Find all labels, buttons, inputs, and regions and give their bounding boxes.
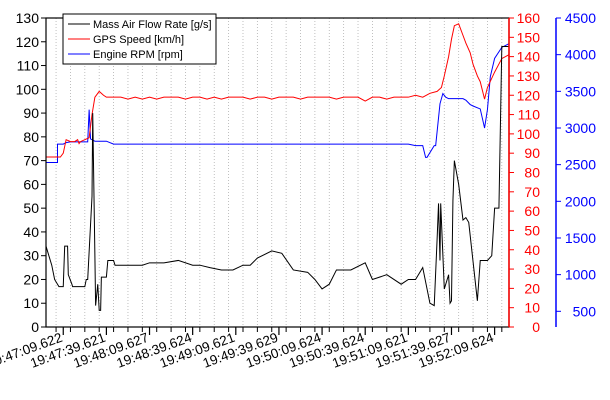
left-tick-label: 80 xyxy=(23,129,39,145)
speed-tick-label: 110 xyxy=(518,107,541,123)
rpm-tick-label: 2000 xyxy=(565,193,596,209)
left-tick-label: 120 xyxy=(16,34,40,50)
left-tick-label: 110 xyxy=(17,58,40,74)
vertical-gridlines xyxy=(55,18,503,327)
speed-tick-label: 90 xyxy=(524,145,540,161)
speed-tick-label: 70 xyxy=(524,184,540,200)
speed-tick-label: 20 xyxy=(524,280,540,296)
left-tick-label: 70 xyxy=(23,153,39,169)
legend-label-maf: Mass Air Flow Rate [g/s] xyxy=(93,19,212,31)
left-tick-label: 30 xyxy=(23,248,39,264)
left-tick-label: 130 xyxy=(16,10,40,26)
series-line-maf xyxy=(46,46,509,311)
speed-tick-label: 120 xyxy=(517,87,541,103)
rpm-tick-label: 4500 xyxy=(565,10,596,26)
speed-tick-label: 0 xyxy=(532,319,540,335)
left-tick-label: 90 xyxy=(23,105,39,121)
speed-tick-label: 150 xyxy=(517,29,541,45)
left-tick-label: 0 xyxy=(31,319,39,335)
rpm-tick-label: 2500 xyxy=(565,157,596,173)
left-axis: 0 10 20 30 40 50 60 70 80 90 100 110 120 130 xyxy=(16,10,46,335)
speed-tick-label: 40 xyxy=(524,242,540,258)
rpm-tick-label: 3000 xyxy=(565,120,596,136)
left-tick-label: 60 xyxy=(23,176,39,192)
speed-tick-label: 10 xyxy=(524,300,540,316)
left-tick-label: 100 xyxy=(16,81,40,97)
speed-tick-label: 30 xyxy=(524,261,540,277)
speed-tick-label: 100 xyxy=(517,126,541,142)
series-line-rpm xyxy=(46,43,509,163)
rpm-tick-label: 3500 xyxy=(565,83,596,99)
x-axis: 19:47:09.62219:47:39.62119:48:09.62719:4… xyxy=(0,327,503,371)
rpm-tick-label: 1000 xyxy=(565,267,596,283)
speed-tick-label: 80 xyxy=(524,165,540,181)
left-tick-label: 20 xyxy=(23,271,39,287)
rpm-tick-label: 500 xyxy=(573,303,597,319)
legend: Mass Air Flow Rate [g/s] GPS Speed [km/h… xyxy=(62,13,217,65)
rpm-tick-label: 4000 xyxy=(565,47,596,63)
series-layer xyxy=(46,23,509,311)
rpm-tick-label: 1500 xyxy=(565,230,596,246)
speed-tick-label: 140 xyxy=(517,49,541,65)
left-tick-label: 10 xyxy=(23,295,39,311)
speed-tick-label: 50 xyxy=(524,222,540,238)
series-line-speed xyxy=(46,23,509,158)
speed-tick-label: 130 xyxy=(517,68,541,84)
speed-tick-label: 60 xyxy=(524,203,540,219)
speed-axis: 0 10 20 30 40 50 60 70 80 90 100 110 120 130 140 150 160 xyxy=(508,10,541,335)
left-tick-label: 40 xyxy=(23,224,39,240)
left-tick-label: 50 xyxy=(23,200,39,216)
legend-label-speed: GPS Speed [km/h] xyxy=(93,34,184,46)
legend-label-rpm: Engine RPM [rpm] xyxy=(93,49,183,61)
speed-tick-label: 160 xyxy=(517,10,541,26)
rpm-axis: 500 1000 1500 2000 2500 3000 3500 4000 4500 xyxy=(555,10,597,327)
